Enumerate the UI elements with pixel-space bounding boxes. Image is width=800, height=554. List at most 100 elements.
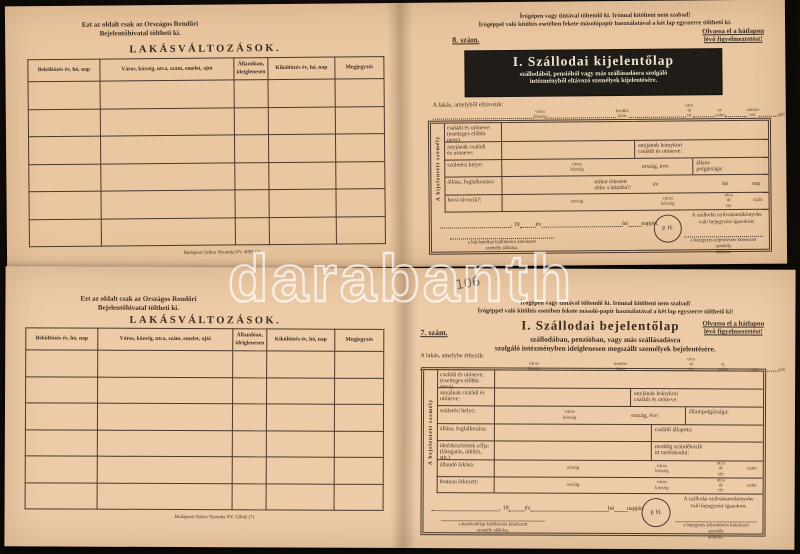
lakasvaltozasok-table: Beköltözés év, hó, nap Város, község, ut…	[25, 327, 385, 511]
field-label: ország, éve:	[641, 163, 670, 170]
date-text: , 19	[510, 221, 520, 229]
dotted-line	[724, 108, 747, 118]
table-row	[25, 455, 384, 484]
field-hint: utca út tér	[724, 193, 733, 209]
page-title: LAKÁSVÁLTOZÁSOK.	[129, 42, 282, 56]
field-value: város község ország, éve:	[495, 406, 685, 424]
field-value	[495, 441, 651, 460]
table-row	[25, 376, 384, 405]
dotted-line	[508, 503, 525, 512]
form-row-mother: anyjának családi és utóneve: anyjának le…	[437, 388, 764, 408]
field-label: ország, éve:	[631, 412, 659, 419]
table-row	[28, 78, 385, 110]
person-form: A kijelentett személy családi és utóneve…	[427, 117, 773, 256]
seal-circle: P. H.	[640, 496, 672, 529]
field-hint: város község	[655, 463, 669, 475]
field-label: családi és utóneve: (esetleges előbbi ne…	[443, 123, 503, 143]
restriction-note: Ezt az oldalt csak az Országos Rendőri B…	[81, 19, 199, 38]
field-value	[502, 121, 768, 141]
field-hint: város község	[570, 162, 584, 173]
address-label: ajtó	[777, 111, 785, 117]
form-title-box: I. Szállodai kijelentőlap szállodából, p…	[465, 49, 722, 97]
side-strip: A bejelentett személy	[423, 370, 439, 494]
column-header: Állandóan, ideiglenesen	[232, 328, 267, 351]
dotted-line	[431, 503, 500, 512]
field-hint: ország	[570, 199, 584, 205]
field-hint: hó	[722, 180, 729, 187]
field-label: állam- polgársága:	[692, 157, 769, 175]
table-row	[25, 402, 384, 431]
address-label: utca út tér	[687, 356, 696, 372]
form-number: 8. szám.	[452, 35, 480, 45]
form-rows: A bejelentett személy családi és utóneve…	[423, 370, 764, 495]
field-label: családi és utóneve: (esetleges előbbi ne…	[437, 370, 496, 390]
table-row	[28, 161, 385, 192]
document-bottom: Ezt az oldalt csak az Országos Rendőri B…	[4, 266, 796, 550]
field-label: anyjának leánykori családi és utóneve:	[630, 389, 764, 407]
dotted-line	[439, 220, 511, 229]
field-label: állása, foglalkozása:	[444, 177, 503, 195]
address-label: város község	[533, 108, 547, 119]
dotted-line	[541, 219, 623, 228]
form-title: I. Szállodai kijelentőlap	[512, 52, 674, 69]
dotted-line	[758, 108, 778, 117]
form-row-purpose: ideérkezésének célja: (látogatás, üdülés…	[436, 441, 763, 462]
table-header-row: Beköltözés év, hó, nap Város, község, ut…	[25, 327, 384, 352]
field-label: meddig szándékozik itt tartózkodni:	[650, 442, 763, 461]
seal-text: P. H.	[661, 224, 674, 233]
table-row	[28, 106, 385, 137]
table-row	[25, 349, 384, 378]
field-hint: szám	[746, 466, 757, 472]
field-value: ország város község utca út tér szám	[503, 193, 769, 211]
dotted-line	[693, 109, 716, 118]
field-label: honnan érkezett:	[436, 477, 495, 493]
date-text: , 19	[499, 505, 509, 512]
address-line: város község kerület járás utca út tér s…	[432, 102, 785, 120]
field-label: anyjának leánykori családi és utóneve:	[634, 139, 769, 158]
date-signature-area: , 19 év hó napján. P. H. A szállodai nyi…	[423, 493, 762, 541]
dotted-line	[530, 503, 609, 512]
field-value	[495, 388, 630, 406]
date-line: , 19 év hó napján.	[439, 218, 659, 229]
field-value: ország város község utca út tér szám	[495, 460, 763, 477]
address-label: kerület járás	[615, 107, 629, 119]
handwritten-number: 106	[454, 274, 482, 294]
field-hint: város község	[661, 196, 675, 207]
address-label: emelet em.	[746, 106, 759, 117]
printer-imprint: Budapesti Szikra Nyomda NV. 52042 (7)	[174, 515, 255, 521]
printer-imprint: Budapesti Szikra Nyomda NV. 4895 (1)	[183, 250, 261, 256]
column-header: Beköltözés év, hó, nap	[25, 327, 98, 351]
column-header: Megjegyzés	[334, 329, 384, 352]
field-label: állandó lakása:	[436, 460, 495, 477]
field-label: állása, foglalkozása:	[436, 424, 495, 441]
table-row	[25, 482, 384, 511]
column-header: Város, község, utca, szám, emelet, ajtó	[99, 57, 235, 82]
field-hint: ország	[566, 466, 580, 472]
field-hint: nap	[752, 180, 761, 187]
field-hint: utca út tér	[716, 477, 725, 494]
table-row	[28, 188, 386, 220]
field-hint: év	[653, 181, 659, 188]
column-header: Beköltözés év, hó, nap	[27, 59, 101, 82]
field-value: város község ország, éve:	[502, 158, 692, 176]
column-header: Kiköltözés év, hó, nap	[267, 57, 336, 80]
form-row-birthplace: születési helye: város község ország, év…	[436, 406, 764, 426]
seal-circle: P. H.	[652, 213, 684, 245]
field-label: állampolgársága:	[684, 407, 764, 425]
column-header: Megjegyzés	[334, 56, 385, 80]
field-value	[502, 141, 634, 159]
document-top: Ezt az oldalt csak az Országos Rendőri B…	[4, 0, 788, 271]
dotted-line	[628, 109, 686, 118]
dotted-line	[432, 110, 534, 120]
form-subtitle: szállodában, penzióban, vagy más szállás…	[494, 334, 716, 354]
field-hint: utca út tér	[716, 461, 725, 478]
table-row	[25, 429, 384, 458]
form-rows: A kijelentett személy családi és utóneve…	[430, 120, 769, 213]
field-hint: város község	[655, 480, 669, 491]
form-row-occupation: állása, foglalkozása: családi állapota:	[436, 424, 763, 443]
dotted-line	[546, 110, 616, 119]
restriction-note: Ezt az oldalt csak az Országos Rendőri B…	[80, 294, 197, 312]
date-line: , 19 év hó napján.	[431, 503, 645, 512]
table-row	[29, 216, 386, 247]
field-label: anyjának családi és utóneve:	[437, 388, 496, 406]
